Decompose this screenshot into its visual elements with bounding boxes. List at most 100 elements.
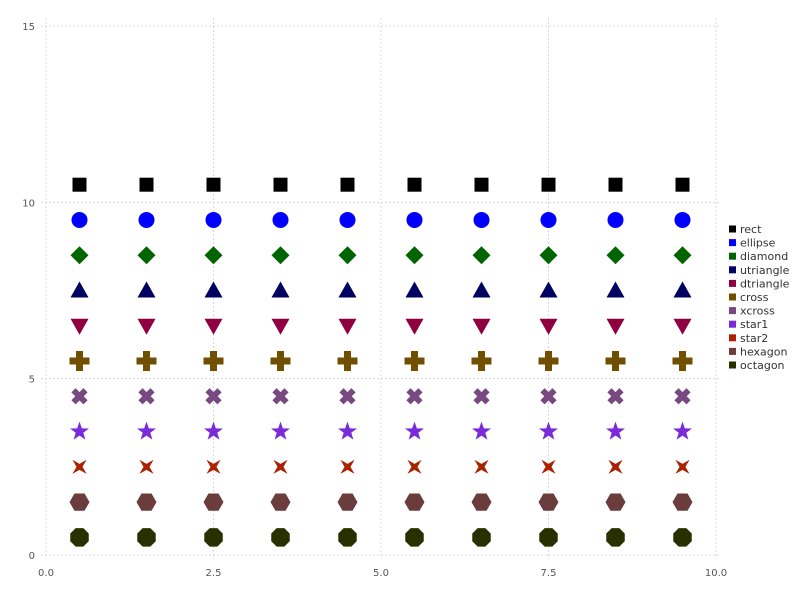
data-point-cross [538,351,559,372]
y-tick-label: 15 [22,22,35,33]
x-tick-label: 10.0 [705,568,727,579]
data-point-diamond [204,246,223,265]
data-point-diamond [70,246,89,265]
data-point-rect [407,177,422,192]
data-point-utriangle [673,281,692,298]
data-point-xcross [138,388,155,405]
legend-label: xcross [740,305,775,318]
legend-label: octagon [740,359,785,372]
data-point-diamond [673,246,692,265]
data-point-utriangle [338,281,357,298]
data-point-ellipse [540,211,557,228]
y-tick-label: 5 [29,375,35,386]
y-tick-label: 0 [29,551,35,562]
data-point-octagon [405,528,424,547]
data-point-utriangle [271,281,290,298]
data-point-star2 [407,459,422,474]
data-point-ellipse [71,211,88,228]
data-point-rect [474,177,489,192]
data-point-dtriangle [271,318,290,335]
legend-item-hexagon: hexagon [729,345,788,358]
legend-label: hexagon [740,345,788,358]
data-point-star2 [72,459,87,474]
legend-item-rect: rect [729,223,762,236]
data-point-star1 [538,421,559,440]
data-point-hexagon [270,493,291,511]
data-point-hexagon [605,493,626,511]
data-point-hexagon [69,493,90,511]
data-point-star2 [675,459,690,474]
data-point-diamond [137,246,156,265]
data-point-utriangle [70,281,89,298]
axis-ticks: 0.0 2.5 5.0 7.5 10.0 0 5 10 15 [22,22,727,579]
data-point-xcross [540,388,557,405]
data-point-diamond [271,246,290,265]
data-point-cross [69,351,90,372]
data-point-dtriangle [204,318,223,335]
grid [41,18,719,559]
data-point-octagon [204,528,223,547]
data-point-star1 [270,421,291,440]
data-point-utriangle [472,281,491,298]
legend-swatch [729,334,736,342]
data-point-dtriangle [70,318,89,335]
legend-item-xcross: xcross [729,305,775,318]
legend-label: star2 [740,332,768,345]
data-point-rect [541,177,556,192]
data-point-ellipse [339,211,356,228]
data-points [69,177,693,547]
data-point-octagon [70,528,89,547]
data-point-xcross [674,388,691,405]
data-point-cross [136,351,157,372]
data-point-ellipse [138,211,155,228]
data-point-rect [206,177,221,192]
data-point-cross [203,351,224,372]
data-point-rect [72,177,87,192]
data-point-xcross [71,388,88,405]
data-point-ellipse [607,211,624,228]
data-point-star1 [203,421,224,440]
data-point-octagon [606,528,625,547]
legend-swatch [729,225,736,233]
data-point-hexagon [337,493,358,511]
data-point-rect [139,177,154,192]
data-point-rect [608,177,623,192]
data-point-cross [404,351,425,372]
data-point-rect [340,177,355,192]
data-point-hexagon [672,493,693,511]
data-point-cross [605,351,626,372]
data-point-xcross [205,388,222,405]
data-point-star1 [69,421,90,440]
data-point-rect [675,177,690,192]
legend-swatch [729,347,736,355]
legend: rectellipsediamondutriangledtrianglecros… [729,223,790,372]
data-point-utriangle [204,281,223,298]
data-point-star1 [471,421,492,440]
legend-item-star2: star2 [729,332,768,345]
data-point-diamond [539,246,558,265]
data-point-utriangle [606,281,625,298]
legend-swatch [729,361,736,369]
data-point-dtriangle [405,318,424,335]
data-point-xcross [473,388,490,405]
legend-item-star1: star1 [729,318,768,331]
legend-label: cross [740,291,769,304]
data-point-utriangle [137,281,156,298]
data-point-hexagon [404,493,425,511]
legend-label: rect [740,223,762,236]
data-point-ellipse [473,211,490,228]
data-point-hexagon [136,493,157,511]
legend-swatch [729,320,736,328]
data-point-ellipse [272,211,289,228]
legend-swatch [729,279,736,287]
x-tick-label: 2.5 [206,568,222,579]
data-point-cross [672,351,693,372]
data-point-octagon [673,528,692,547]
data-point-star2 [474,459,489,474]
data-point-octagon [271,528,290,547]
data-point-dtriangle [338,318,357,335]
data-point-utriangle [405,281,424,298]
data-point-dtriangle [539,318,558,335]
legend-swatch [729,239,736,247]
